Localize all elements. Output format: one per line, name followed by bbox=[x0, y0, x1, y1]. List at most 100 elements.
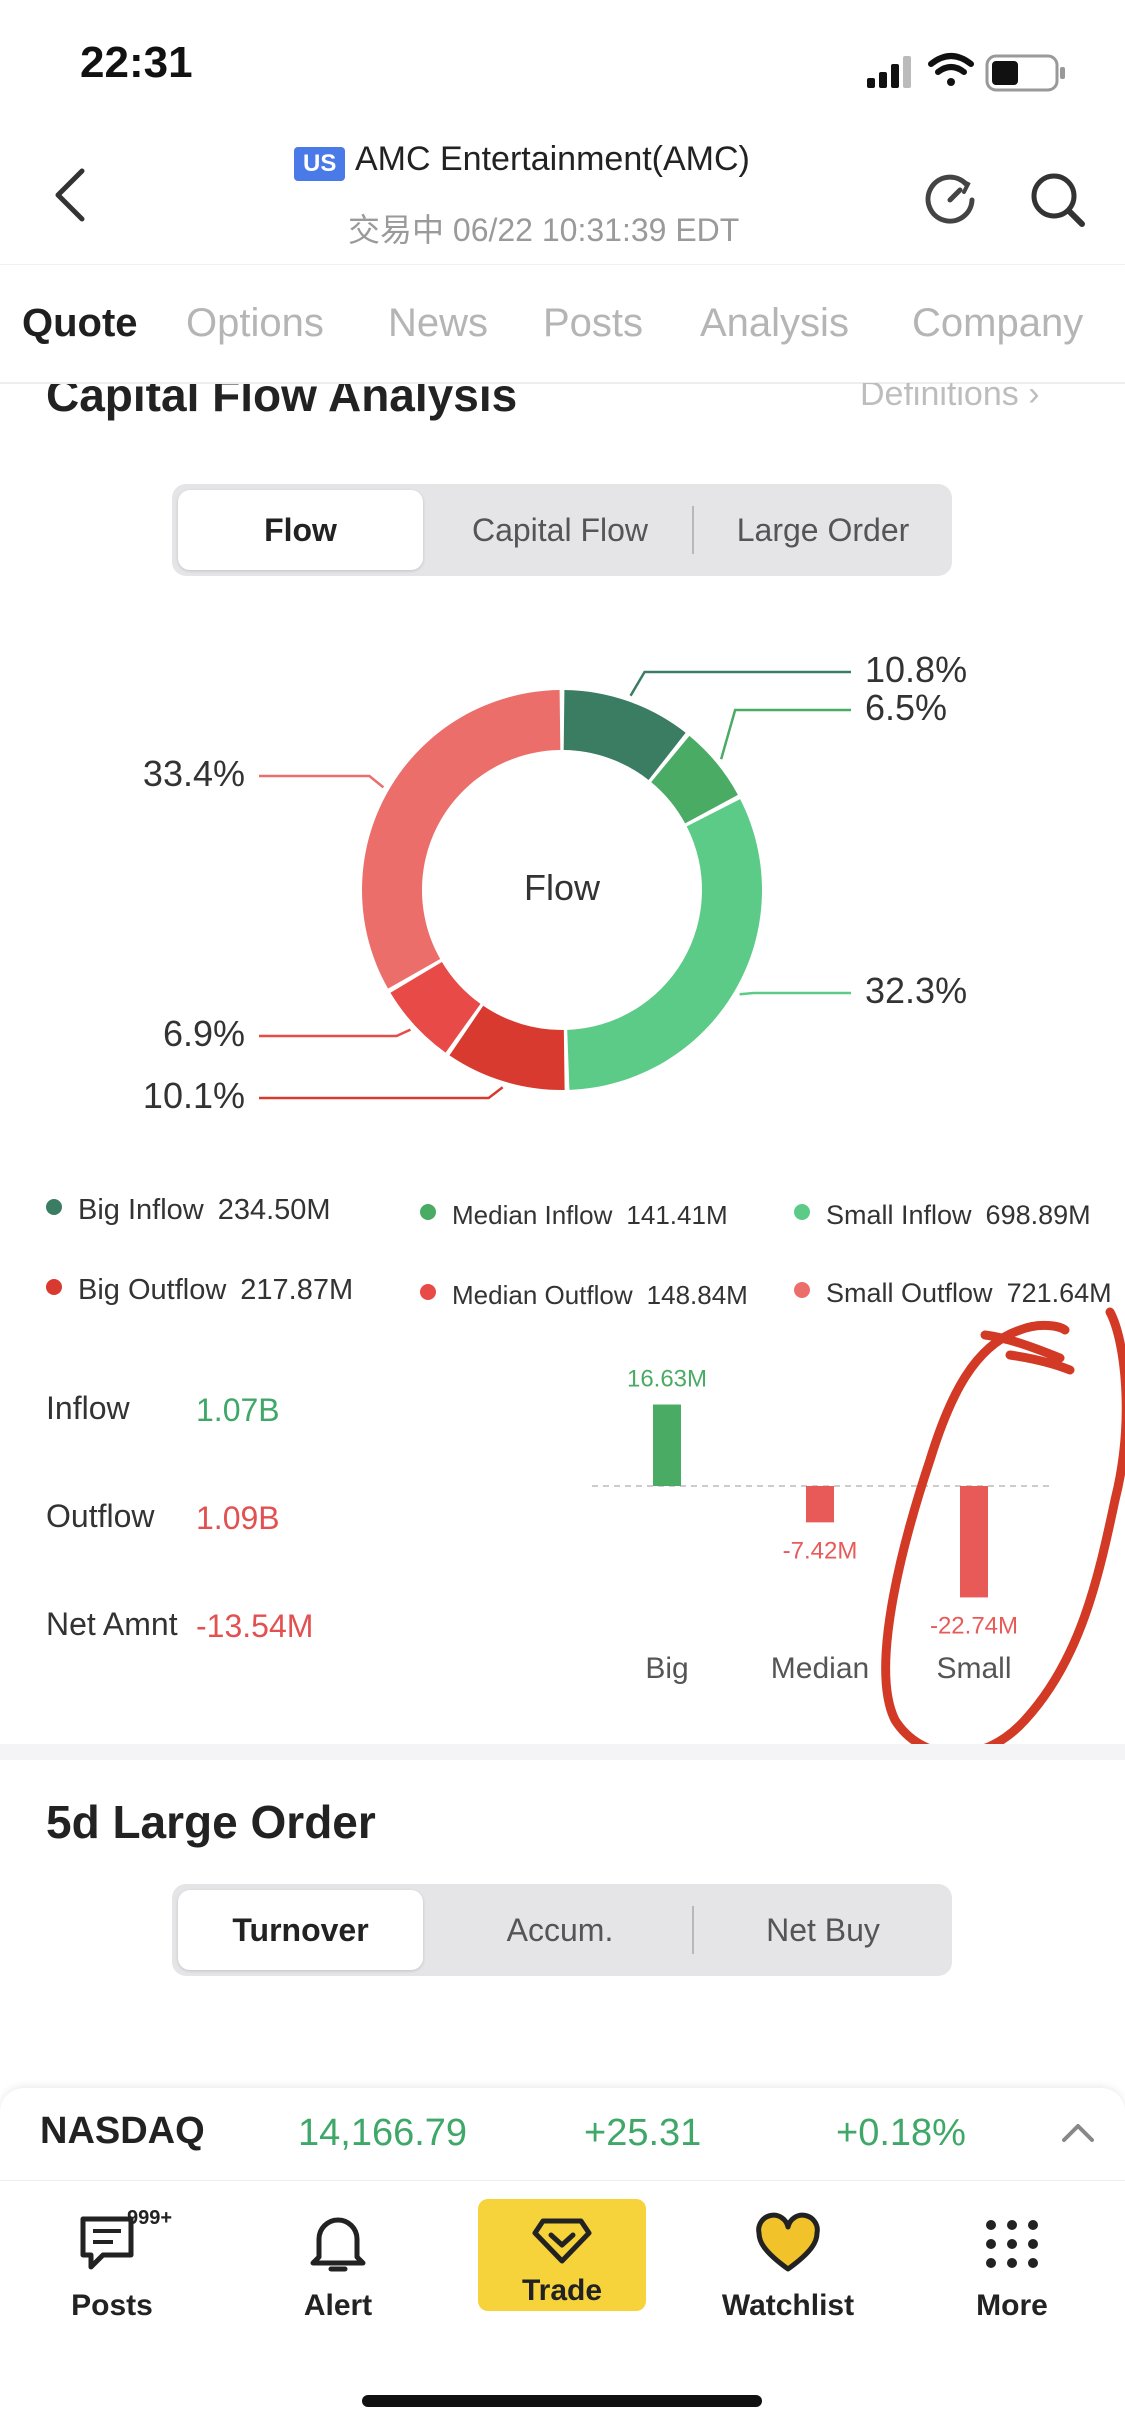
index-price: 14,166.79 bbox=[298, 2112, 468, 2154]
bar-category-label: Big bbox=[645, 1652, 688, 1685]
segment-flow[interactable]: Flow bbox=[178, 490, 423, 570]
index-name: NASDAQ bbox=[40, 2110, 205, 2152]
legend-small-inflow: Small Inflow 698.89M bbox=[794, 1200, 1091, 1231]
donut-slice-median-outflow bbox=[390, 961, 481, 1053]
legend-value: 141.41M bbox=[626, 1200, 728, 1230]
donut-slice-big-inflow bbox=[563, 690, 686, 780]
nav-trade[interactable]: Trade bbox=[478, 2199, 646, 2311]
donut-leader-line bbox=[259, 1086, 504, 1100]
legend-name: Median Inflow bbox=[452, 1200, 613, 1230]
bar-small bbox=[960, 1486, 988, 1598]
large-order-segmented-control: Turnover Accum. Net Buy bbox=[172, 1884, 952, 1976]
posts-icon bbox=[80, 2216, 134, 2270]
donut-slice-label: 10.1% bbox=[143, 1075, 245, 1116]
donut-slice-big-outflow bbox=[449, 1005, 565, 1090]
tab-posts[interactable]: Posts bbox=[543, 301, 644, 345]
net-amount-label: Net Amnt bbox=[46, 1606, 178, 1642]
tab-news[interactable]: News bbox=[388, 301, 489, 345]
legend-dot bbox=[46, 1199, 62, 1215]
legend-dot bbox=[46, 1279, 62, 1295]
segment-turnover[interactable]: Turnover bbox=[178, 1890, 423, 1970]
flow-donut-chart: 10.8%6.5% 32.3% 10.1% 6.9% 33.4% Flow bbox=[143, 649, 967, 1116]
index-percent: +0.18% bbox=[836, 2112, 966, 2154]
donut-slice-label: 6.9% bbox=[163, 1013, 245, 1054]
net-flow-bar-chart: 16.63M Big -7.42M Median -22.74M Small bbox=[592, 1366, 1050, 1685]
legend-value: 234.50M bbox=[217, 1194, 331, 1226]
tab-bar: Quote Options News Posts Analysis Compan… bbox=[0, 264, 1125, 384]
donut-leader-line bbox=[739, 991, 851, 996]
section-separator bbox=[0, 1744, 1125, 1760]
donut-slice-label: 10.8% bbox=[865, 649, 967, 690]
segment-large-order[interactable]: Large Order bbox=[736, 512, 910, 548]
donut-leader-line bbox=[259, 1028, 412, 1038]
legend-value: 721.64M bbox=[1006, 1278, 1112, 1308]
chevron-right-icon: › bbox=[1028, 375, 1040, 413]
legend-dot bbox=[794, 1204, 810, 1220]
segment-net-buy[interactable]: Net Buy bbox=[766, 1912, 880, 1948]
posts-badge: 999+ bbox=[127, 2207, 173, 2229]
segment-accum[interactable]: Accum. bbox=[506, 1912, 614, 1948]
large-order-title: 5d Large Order bbox=[46, 1796, 376, 1848]
bar-median bbox=[806, 1486, 834, 1523]
tab-quote[interactable]: Quote bbox=[22, 301, 138, 345]
chevron-up-icon[interactable] bbox=[1060, 2114, 1096, 2155]
inflow-label: Inflow bbox=[46, 1390, 130, 1426]
donut-slice-small-outflow bbox=[362, 690, 561, 989]
inflow-value: 1.07B bbox=[196, 1392, 280, 1428]
donut-slice-label: 32.3% bbox=[865, 970, 967, 1011]
legend-dot bbox=[420, 1204, 436, 1220]
tab-options[interactable]: Options bbox=[186, 301, 324, 345]
bell-icon bbox=[310, 2217, 366, 2272]
bar-category-label: Median bbox=[771, 1652, 869, 1685]
legend-name: Median Outflow bbox=[452, 1280, 633, 1310]
legend-median-inflow: Median Inflow 141.41M bbox=[420, 1200, 728, 1231]
index-ticker-bar[interactable]: NASDAQ 14,166.79 +25.31 +0.18% bbox=[0, 2088, 1125, 2180]
refresh-timer-icon[interactable] bbox=[920, 170, 980, 230]
legend-value: 217.87M bbox=[240, 1274, 354, 1306]
legend-median-outflow: Median Outflow 148.84M bbox=[420, 1280, 748, 1310]
battery-icon bbox=[985, 54, 1065, 92]
segment-capital-flow[interactable]: Capital Flow bbox=[471, 512, 649, 548]
index-change: +25.31 bbox=[584, 2112, 702, 2154]
legend-big-inflow: Big Inflow 234.50M bbox=[46, 1194, 331, 1227]
legend-small-outflow: Small Outflow 721.64M bbox=[794, 1278, 1112, 1309]
search-icon[interactable] bbox=[1028, 170, 1088, 230]
red-circle-annotation bbox=[881, 1307, 1125, 1759]
tab-company[interactable]: Company bbox=[912, 301, 1084, 345]
home-indicator bbox=[362, 2395, 762, 2407]
donut-leader-line bbox=[719, 708, 851, 760]
donut-slice-label: 33.4% bbox=[143, 753, 245, 794]
segment-divider bbox=[692, 506, 694, 554]
nav-trade-label: Trade bbox=[521, 2274, 603, 2307]
market-badge: US bbox=[294, 147, 346, 181]
legend-dot bbox=[420, 1284, 436, 1300]
net-amount-value: -13.54M bbox=[196, 1608, 314, 1644]
nav-more[interactable]: More bbox=[932, 2211, 1092, 2323]
nav-watchlist-label: Watchlist bbox=[721, 2289, 855, 2322]
outflow-label: Outflow bbox=[46, 1498, 155, 1534]
legend-name: Small Outflow bbox=[826, 1278, 993, 1308]
donut-slice-small-inflow bbox=[567, 799, 762, 1090]
bottom-nav: 999+ Posts Alert Trade Watchlist bbox=[0, 2180, 1125, 2436]
segment-divider bbox=[692, 1906, 694, 1954]
legend-value: 698.89M bbox=[985, 1200, 1091, 1230]
outflow-value: 1.09B bbox=[196, 1500, 280, 1536]
legend-name: Big Inflow bbox=[78, 1194, 204, 1226]
nav-posts[interactable]: 999+ Posts bbox=[32, 2207, 192, 2323]
legend-big-outflow: Big Outflow 217.87M bbox=[46, 1274, 353, 1307]
bar-big bbox=[653, 1404, 681, 1486]
definitions-link[interactable]: Definitions › bbox=[860, 375, 1040, 414]
legend-value: 148.84M bbox=[646, 1280, 748, 1310]
nav-watchlist[interactable]: Watchlist bbox=[708, 2211, 868, 2323]
wifi-icon bbox=[928, 53, 974, 86]
status-icons bbox=[865, 48, 1085, 103]
tab-analysis[interactable]: Analysis bbox=[700, 301, 849, 345]
trade-icon bbox=[532, 2218, 592, 2264]
definitions-label: Definitions bbox=[860, 375, 1019, 413]
heart-icon bbox=[756, 2212, 820, 2272]
bar-value-label: -22.74M bbox=[930, 1612, 1018, 1639]
legend-dot bbox=[794, 1282, 810, 1298]
legend-name: Small Inflow bbox=[826, 1200, 972, 1230]
back-chevron-icon[interactable] bbox=[48, 165, 92, 225]
nav-alert[interactable]: Alert bbox=[258, 2211, 418, 2323]
